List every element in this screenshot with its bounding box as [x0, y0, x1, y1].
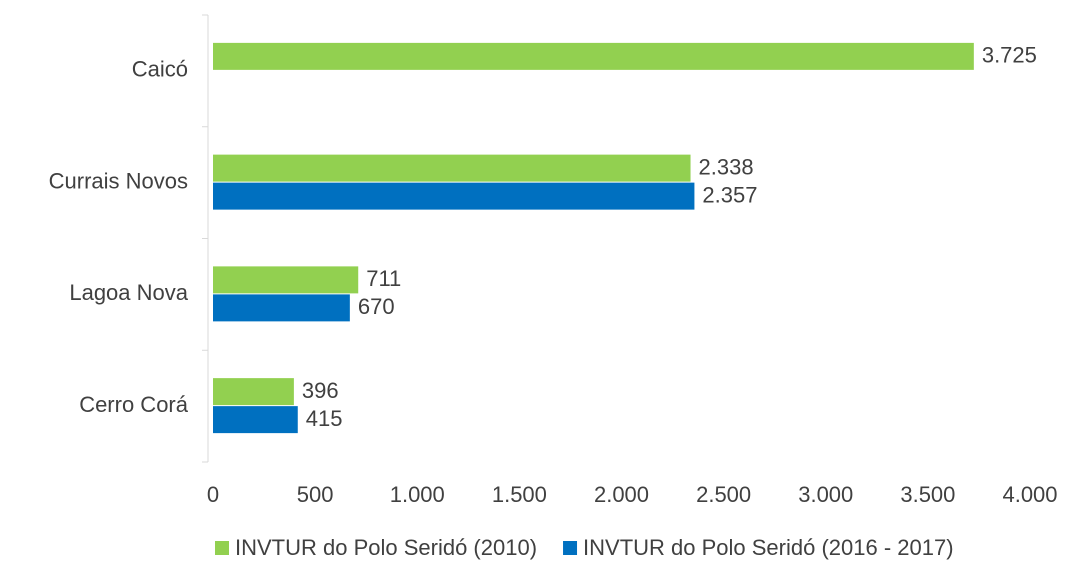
- category-label: Caicó: [132, 57, 188, 82]
- x-tick-label: 3.000: [798, 482, 853, 507]
- value-label: 2.357: [702, 182, 757, 207]
- x-tick-label: 4.000: [1002, 482, 1057, 507]
- x-tick-label: 3.500: [900, 482, 955, 507]
- bar: [213, 294, 350, 322]
- x-tick-label: 2.000: [594, 482, 649, 507]
- bar: [213, 182, 695, 210]
- value-label: 3.725: [982, 43, 1037, 68]
- category-label: Cerro Corá: [79, 392, 189, 417]
- category-label: Lagoa Nova: [69, 280, 188, 305]
- value-label: 2.338: [699, 154, 754, 179]
- x-tick-label: 1.500: [492, 482, 547, 507]
- legend-swatch: [563, 541, 578, 555]
- value-label: 415: [306, 406, 343, 431]
- value-label: 396: [302, 378, 339, 403]
- bar: [213, 266, 359, 294]
- bar: [213, 406, 298, 434]
- value-label: 711: [366, 266, 401, 291]
- legend-swatch: [215, 541, 229, 555]
- bar: [213, 42, 974, 70]
- x-tick-label: 1.000: [390, 482, 445, 507]
- category-label: Currais Novos: [49, 168, 188, 193]
- x-tick-label: 2.500: [696, 482, 751, 507]
- x-tick-label: 500: [297, 482, 334, 507]
- bar: [213, 154, 691, 182]
- legend-label: INVTUR do Polo Seridó (2010): [235, 535, 537, 560]
- bar: [213, 378, 294, 406]
- x-tick-label: 0: [207, 482, 219, 507]
- legend-label: INVTUR do Polo Seridó (2016 - 2017): [583, 535, 954, 560]
- value-label: 670: [358, 294, 395, 319]
